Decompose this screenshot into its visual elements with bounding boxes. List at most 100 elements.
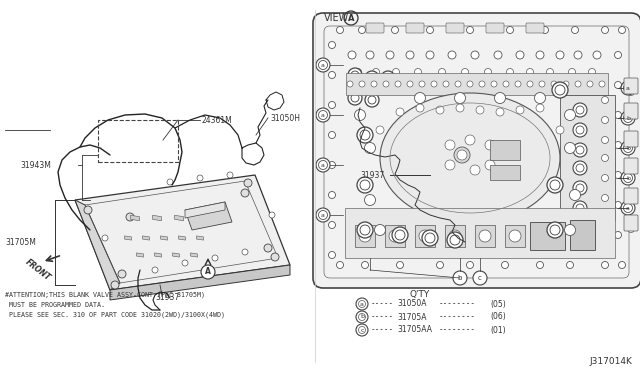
Circle shape [197, 175, 203, 181]
Text: (01): (01) [490, 326, 506, 334]
Circle shape [573, 123, 587, 137]
Circle shape [564, 109, 575, 121]
Circle shape [264, 244, 272, 252]
Text: 24361M: 24361M [202, 115, 233, 125]
Circle shape [627, 169, 634, 176]
Circle shape [614, 171, 621, 179]
Circle shape [515, 81, 521, 87]
Circle shape [356, 311, 368, 323]
Circle shape [167, 179, 173, 185]
Text: A: A [205, 267, 211, 276]
Circle shape [496, 108, 504, 116]
Circle shape [422, 230, 438, 246]
Circle shape [516, 51, 524, 59]
Circle shape [503, 81, 509, 87]
Circle shape [357, 222, 373, 238]
Circle shape [551, 81, 557, 87]
FancyBboxPatch shape [406, 23, 424, 33]
Circle shape [406, 51, 414, 59]
Circle shape [376, 126, 384, 134]
Text: c: c [360, 327, 364, 333]
Circle shape [242, 249, 248, 255]
Circle shape [436, 262, 444, 269]
Circle shape [470, 165, 480, 175]
Circle shape [541, 26, 548, 33]
FancyBboxPatch shape [486, 23, 504, 33]
Text: PLEASE SEE SEC. 310 OF PART CODE 31020(2WD)/3100X(4WD): PLEASE SEE SEC. 310 OF PART CODE 31020(2… [5, 312, 225, 318]
Circle shape [467, 26, 474, 33]
Text: #ATTENTION;THIS BLANK VALVE ASSY-CONT (P/C 31705M): #ATTENTION;THIS BLANK VALVE ASSY-CONT (P… [5, 292, 205, 298]
Circle shape [621, 171, 635, 185]
Bar [385, 225, 405, 247]
Circle shape [566, 262, 573, 269]
Circle shape [447, 232, 463, 248]
Circle shape [328, 131, 335, 138]
Circle shape [371, 81, 377, 87]
Circle shape [599, 81, 605, 87]
Circle shape [347, 81, 353, 87]
Bar [475, 225, 495, 247]
Circle shape [269, 212, 275, 218]
Circle shape [316, 158, 330, 172]
Circle shape [316, 208, 330, 222]
Circle shape [383, 81, 389, 87]
Circle shape [445, 160, 455, 170]
Polygon shape [75, 200, 120, 290]
Circle shape [244, 179, 252, 187]
FancyBboxPatch shape [624, 158, 638, 174]
FancyBboxPatch shape [624, 131, 638, 147]
Circle shape [365, 71, 379, 85]
Text: c: c [478, 275, 482, 281]
Text: --------: -------- [439, 312, 476, 321]
Circle shape [485, 140, 495, 150]
Circle shape [395, 81, 401, 87]
Circle shape [426, 26, 433, 33]
Text: (05): (05) [490, 299, 506, 308]
Text: MUST BE PROGRAMMED DATA.: MUST BE PROGRAMMED DATA. [5, 302, 105, 308]
Circle shape [552, 82, 568, 98]
Text: a: a [360, 301, 364, 307]
Circle shape [539, 81, 545, 87]
FancyBboxPatch shape [313, 13, 640, 288]
Circle shape [614, 202, 621, 208]
Circle shape [614, 112, 621, 119]
Circle shape [621, 111, 635, 125]
Circle shape [573, 161, 587, 175]
Circle shape [328, 71, 335, 78]
Circle shape [547, 222, 563, 238]
Circle shape [365, 93, 379, 107]
Circle shape [366, 51, 374, 59]
Circle shape [357, 127, 373, 143]
Text: 31050A: 31050A [397, 299, 426, 308]
Circle shape [614, 81, 621, 89]
Circle shape [602, 26, 609, 33]
Circle shape [396, 108, 404, 116]
Circle shape [381, 71, 395, 85]
Circle shape [455, 81, 461, 87]
Circle shape [152, 267, 158, 273]
Circle shape [348, 51, 356, 59]
Circle shape [355, 109, 365, 121]
Polygon shape [185, 202, 225, 218]
Text: 31705A: 31705A [397, 312, 426, 321]
Circle shape [328, 221, 335, 228]
FancyBboxPatch shape [366, 23, 384, 33]
Circle shape [337, 26, 344, 33]
Circle shape [419, 81, 425, 87]
Circle shape [416, 104, 424, 112]
Circle shape [397, 262, 403, 269]
Circle shape [457, 150, 467, 160]
Circle shape [453, 271, 467, 285]
Circle shape [407, 81, 413, 87]
Polygon shape [125, 236, 131, 240]
Circle shape [602, 96, 609, 103]
Circle shape [573, 103, 587, 117]
Bar [415, 225, 435, 247]
Circle shape [614, 141, 621, 148]
Circle shape [365, 195, 376, 205]
Polygon shape [131, 215, 140, 221]
Polygon shape [175, 215, 184, 221]
Circle shape [328, 251, 335, 259]
Circle shape [563, 81, 569, 87]
Circle shape [593, 51, 601, 59]
